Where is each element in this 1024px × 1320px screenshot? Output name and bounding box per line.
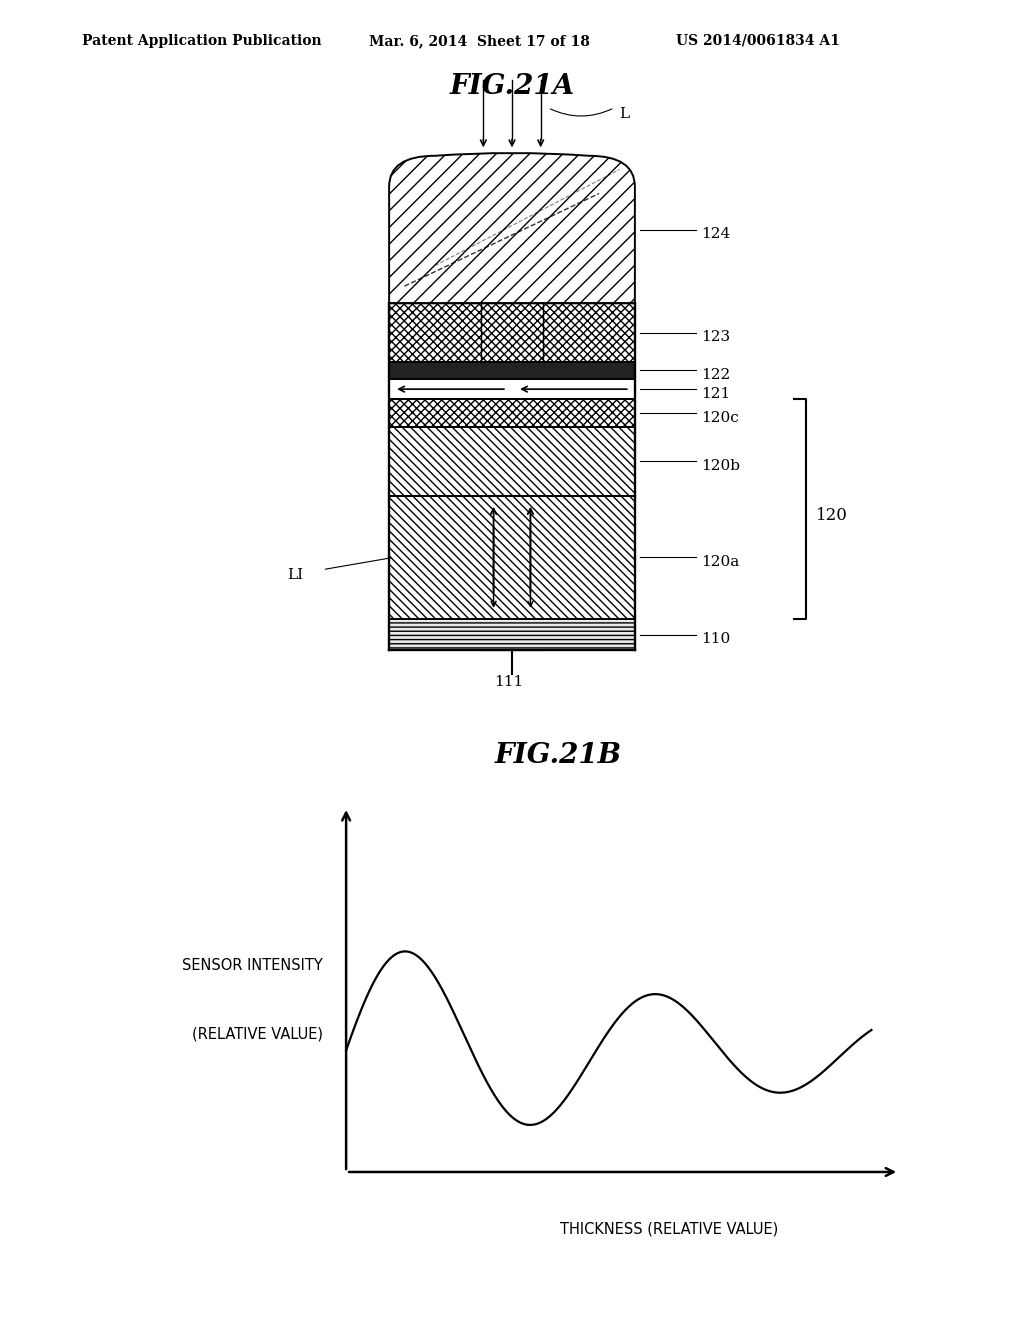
Text: 110: 110	[701, 632, 731, 647]
Text: US 2014/0061834 A1: US 2014/0061834 A1	[676, 34, 840, 48]
Text: 123: 123	[701, 330, 730, 345]
Text: 120a: 120a	[701, 556, 739, 569]
Text: SENSOR INTENSITY: SENSOR INTENSITY	[182, 958, 324, 973]
Text: 122: 122	[701, 368, 731, 383]
Text: 124: 124	[701, 227, 731, 242]
Text: (RELATIVE VALUE): (RELATIVE VALUE)	[193, 1027, 324, 1041]
Polygon shape	[389, 495, 635, 619]
Text: LI: LI	[287, 569, 303, 582]
Text: 111: 111	[495, 675, 524, 689]
Polygon shape	[389, 304, 635, 362]
Text: L: L	[620, 107, 630, 121]
Text: FIG.21B: FIG.21B	[495, 742, 622, 770]
Text: Mar. 6, 2014  Sheet 17 of 18: Mar. 6, 2014 Sheet 17 of 18	[369, 34, 590, 48]
Text: 120c: 120c	[701, 411, 739, 425]
Text: 121: 121	[701, 387, 731, 401]
Text: Patent Application Publication: Patent Application Publication	[82, 34, 322, 48]
PathPatch shape	[389, 153, 635, 304]
Text: THICKNESS (RELATIVE VALUE): THICKNESS (RELATIVE VALUE)	[559, 1221, 778, 1237]
Polygon shape	[389, 426, 635, 495]
Text: 120: 120	[816, 507, 848, 524]
Polygon shape	[389, 362, 635, 379]
Text: FIG.21A: FIG.21A	[450, 74, 574, 100]
Polygon shape	[389, 619, 635, 649]
Polygon shape	[389, 379, 635, 400]
Polygon shape	[389, 400, 635, 426]
Text: 120b: 120b	[701, 459, 740, 473]
